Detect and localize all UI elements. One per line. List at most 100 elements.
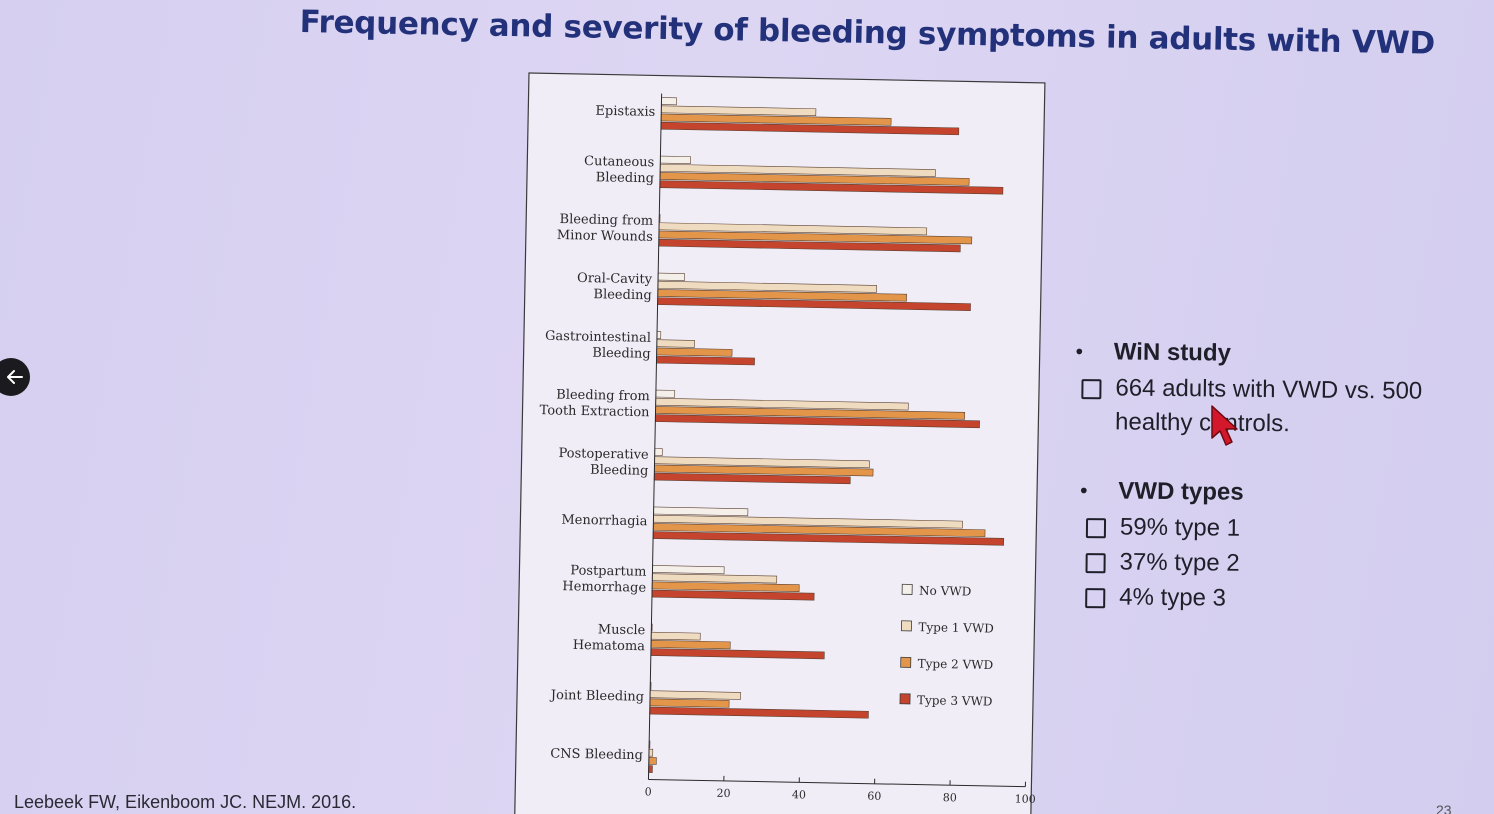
bar-postoperative-bleeding-type-3-vwd bbox=[653, 472, 851, 485]
back-button[interactable] bbox=[0, 358, 30, 396]
bullet-heading-text: WiN study bbox=[1113, 338, 1232, 367]
bar-menorrhagia-type-3-vwd bbox=[652, 531, 1005, 546]
x-axis-line bbox=[648, 778, 1026, 788]
bullet-heading-study: • WiN study bbox=[1076, 334, 1486, 374]
checkbox-square-icon bbox=[1085, 518, 1107, 539]
bar-oral-cavity-bleeding-type-3-vwd bbox=[657, 297, 971, 311]
bar-cutaneous-bleeding-type-3-vwd bbox=[659, 180, 1004, 195]
bar-oral-cavity-bleeding-type-1-vwd bbox=[657, 280, 877, 293]
bars-layer bbox=[648, 97, 1005, 773]
chart-frame bbox=[513, 72, 1046, 814]
bullet-item: 37% type 2 bbox=[1079, 545, 1483, 583]
bar-muscle-hematoma-no-vwd bbox=[651, 623, 653, 632]
page-number: 23 bbox=[1436, 802, 1452, 814]
bar-joint-bleeding-type-2-vwd bbox=[649, 698, 730, 708]
bar-bleeding-from-minor-wounds-type-1-vwd bbox=[658, 222, 928, 236]
bar-cns-bleeding-type-1-vwd bbox=[648, 748, 654, 757]
bar-postpartum-hemorrhage-no-vwd bbox=[652, 565, 725, 575]
bullet-item: 664 adults with VWD vs. 500 healthy cont… bbox=[1075, 371, 1486, 443]
bullet-heading-types: • VWD types bbox=[1080, 473, 1484, 513]
arrow-left-icon bbox=[7, 370, 23, 384]
bar-cutaneous-bleeding-type-1-vwd bbox=[659, 163, 936, 177]
x-tick-label: 60 bbox=[867, 790, 881, 803]
bar-bleeding-from-tooth-extraction-type-2-vwd bbox=[655, 406, 966, 420]
bar-gastrointestinal-bleeding-type-1-vwd bbox=[656, 339, 695, 348]
category-label: Tooth Extraction bbox=[539, 403, 650, 420]
bar-cutaneous-bleeding-no-vwd bbox=[659, 155, 691, 164]
bar-gastrointestinal-bleeding-no-vwd bbox=[656, 331, 662, 339]
bullet-dot: • bbox=[1080, 479, 1088, 502]
category-label: Postoperative bbox=[558, 446, 649, 463]
bar-menorrhagia-no-vwd bbox=[653, 506, 749, 517]
bar-epistaxis-type-3-vwd bbox=[660, 121, 960, 136]
bullet-item-text: 4% type 3 bbox=[1119, 583, 1227, 612]
bullet-item-text: 664 adults with VWD vs. 500 healthy cont… bbox=[1114, 374, 1423, 438]
category-label: Bleeding bbox=[592, 346, 651, 362]
bar-joint-bleeding-no-vwd bbox=[649, 682, 652, 690]
legend-swatch-type-1-vwd bbox=[900, 620, 912, 632]
bar-postoperative-bleeding-type-2-vwd bbox=[654, 464, 874, 477]
legend-swatch-no-vwd bbox=[901, 583, 913, 595]
legend-label-type-3-vwd: Type 3 VWD bbox=[917, 693, 993, 708]
bullet-item-text: 37% type 2 bbox=[1119, 548, 1240, 577]
bar-postoperative-bleeding-no-vwd bbox=[654, 448, 663, 456]
x-tick-label: 80 bbox=[943, 791, 957, 804]
bar-epistaxis-type-1-vwd bbox=[660, 105, 817, 117]
category-label: Gastrointestinal bbox=[545, 329, 651, 346]
checkbox-square-icon bbox=[1085, 588, 1106, 609]
bar-muscle-hematoma-type-3-vwd bbox=[650, 648, 825, 660]
category-label: CNS Bleeding bbox=[550, 746, 643, 763]
bar-bleeding-from-minor-wounds-type-3-vwd bbox=[658, 238, 961, 253]
category-label: Bleeding bbox=[593, 287, 652, 303]
bar-cns-bleeding-type-2-vwd bbox=[648, 757, 657, 765]
legend: No VWD Type 1 VWD Type 2 VWD Type 3 VWD bbox=[899, 583, 994, 709]
x-tick-label: 20 bbox=[716, 787, 730, 800]
bar-epistaxis-no-vwd bbox=[661, 97, 677, 106]
bar-gastrointestinal-bleeding-type-2-vwd bbox=[656, 347, 733, 357]
category-label: Bleeding bbox=[590, 463, 649, 479]
category-label: Menorrhagia bbox=[561, 513, 648, 530]
category-label: Oral-Cavity bbox=[577, 271, 653, 287]
citation: Leebeek FW, Eikenboom JC. NEJM. 2016. bbox=[14, 792, 357, 812]
bullet-item: 59% type 1 bbox=[1080, 510, 1484, 548]
bar-muscle-hematoma-type-2-vwd bbox=[650, 640, 731, 650]
bullet-heading-text: VWD types bbox=[1118, 477, 1244, 506]
bar-bleeding-from-tooth-extraction-no-vwd bbox=[655, 389, 676, 398]
bar-postpartum-hemorrhage-type-3-vwd bbox=[651, 589, 815, 601]
category-label: Muscle bbox=[598, 622, 646, 638]
y-axis-line bbox=[647, 93, 663, 780]
bullet-item-text: 59% type 1 bbox=[1119, 513, 1241, 542]
bar-oral-cavity-bleeding-no-vwd bbox=[657, 272, 685, 281]
category-label: Bleeding bbox=[596, 170, 655, 186]
bar-joint-bleeding-type-1-vwd bbox=[649, 690, 741, 700]
bar-postoperative-bleeding-type-1-vwd bbox=[654, 456, 870, 469]
bar-bleeding-from-tooth-extraction-type-3-vwd bbox=[655, 414, 980, 429]
legend-label-type-1-vwd: Type 1 VWD bbox=[918, 620, 994, 635]
category-label: Postpartum bbox=[570, 563, 646, 579]
category-label: Cutaneous bbox=[584, 154, 655, 170]
legend-label-type-2-vwd: Type 2 VWD bbox=[918, 657, 994, 672]
legend-label-no-vwd: No VWD bbox=[919, 584, 971, 599]
category-label: Hemorrhage bbox=[562, 579, 646, 596]
bar-cns-bleeding-no-vwd bbox=[648, 740, 651, 749]
checkbox-square-icon bbox=[1081, 379, 1102, 400]
category-label: Bleeding from bbox=[556, 388, 650, 405]
bar-bleeding-from-tooth-extraction-type-1-vwd bbox=[655, 397, 909, 411]
slide-title: Frequency and severity of bleeding sympt… bbox=[299, 4, 1436, 62]
x-tick-label: 0 bbox=[645, 785, 652, 798]
mouse-cursor-icon bbox=[1210, 404, 1240, 452]
category-label: Epistaxis bbox=[595, 104, 655, 120]
x-axis: 0 20 40 60 80 100 bbox=[645, 93, 1036, 806]
category-label: Hematoma bbox=[573, 638, 646, 654]
bar-menorrhagia-type-1-vwd bbox=[653, 514, 963, 529]
bar-bleeding-from-minor-wounds-no-vwd bbox=[658, 214, 661, 222]
category-label: Joint Bleeding bbox=[549, 688, 644, 705]
bar-bleeding-from-minor-wounds-type-2-vwd bbox=[658, 230, 973, 245]
checkbox-square-icon bbox=[1085, 553, 1106, 574]
bullet-list: • WiN study 664 adults with VWD vs. 500 … bbox=[1073, 334, 1486, 618]
bar-menorrhagia-type-2-vwd bbox=[652, 523, 986, 538]
bar-muscle-hematoma-type-1-vwd bbox=[650, 631, 701, 641]
bar-gastrointestinal-bleeding-type-3-vwd bbox=[656, 355, 755, 366]
x-tick-label: 100 bbox=[1015, 792, 1036, 805]
